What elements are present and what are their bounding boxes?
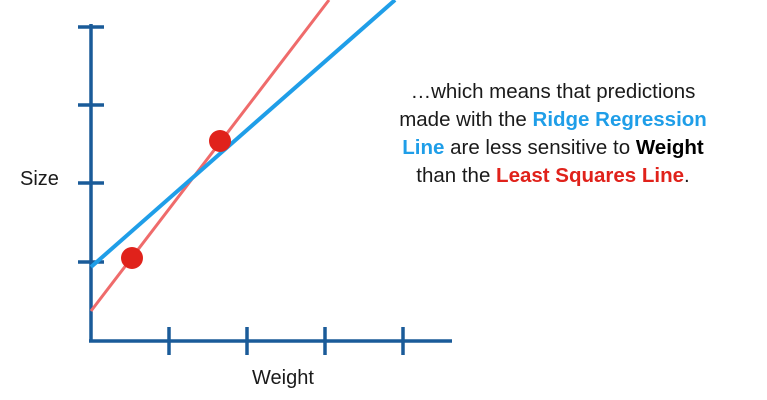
caption-part-4: . (684, 164, 690, 187)
x-axis-label: Weight (252, 367, 314, 389)
caption-part-2: are less sensitive to (444, 136, 636, 159)
least-squares-term: Least Squares Line (496, 164, 685, 187)
explanation-text: …which means that predictions made with … (388, 78, 718, 190)
ridge-regression-term: Ridge Regression Line (402, 108, 707, 159)
caption-part-1: …which means that predictions made with … (399, 80, 696, 131)
weight-term: Weight (635, 136, 704, 159)
data-point (121, 247, 143, 269)
caption-part-3: than the (416, 164, 497, 187)
y-axis-label: Size (20, 168, 59, 190)
data-point (209, 130, 231, 152)
ridge-regression-line (89, 0, 397, 269)
